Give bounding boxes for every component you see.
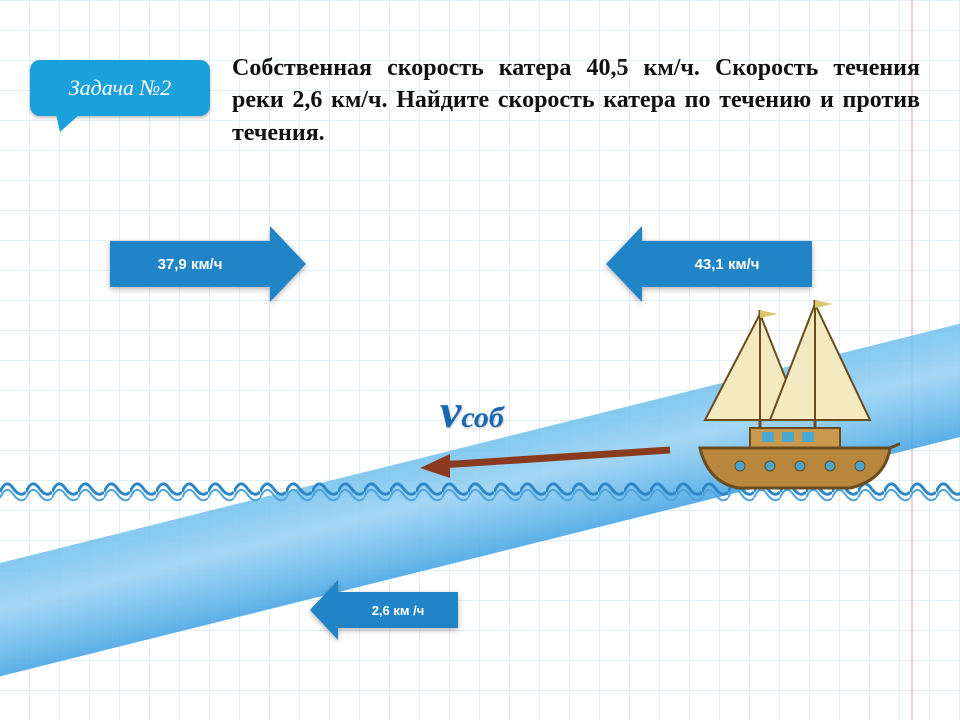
velocity-subscript: соб: [461, 401, 504, 434]
arrow-head-icon: [310, 580, 338, 640]
ship-icon: [690, 300, 900, 500]
arrow-head-icon: [270, 226, 306, 302]
arrow-upstream: 37,9 км/ч: [110, 226, 306, 302]
velocity-symbol: v: [440, 385, 461, 438]
problem-text: Собственная скорость катера 40,5 км/ч. С…: [232, 52, 920, 149]
task-badge-label: Задача №2: [69, 75, 171, 101]
arrow-head-icon: [606, 226, 642, 302]
task-badge: Задача №2: [30, 60, 210, 116]
velocity-own-arrow-icon: [420, 440, 680, 490]
arrow-upstream-label: 37,9 км/ч: [110, 241, 270, 287]
arrow-downstream: 43,1 км/ч: [606, 226, 812, 302]
arrow-downstream-label: 43,1 км/ч: [642, 241, 812, 287]
arrow-current-label: 2,6 км /ч: [338, 592, 458, 628]
arrow-current: 2,6 км /ч: [310, 580, 458, 640]
velocity-own-label: vсоб: [440, 384, 504, 439]
paper-background: Задача №2 Собственная скорость катера 40…: [0, 0, 960, 720]
